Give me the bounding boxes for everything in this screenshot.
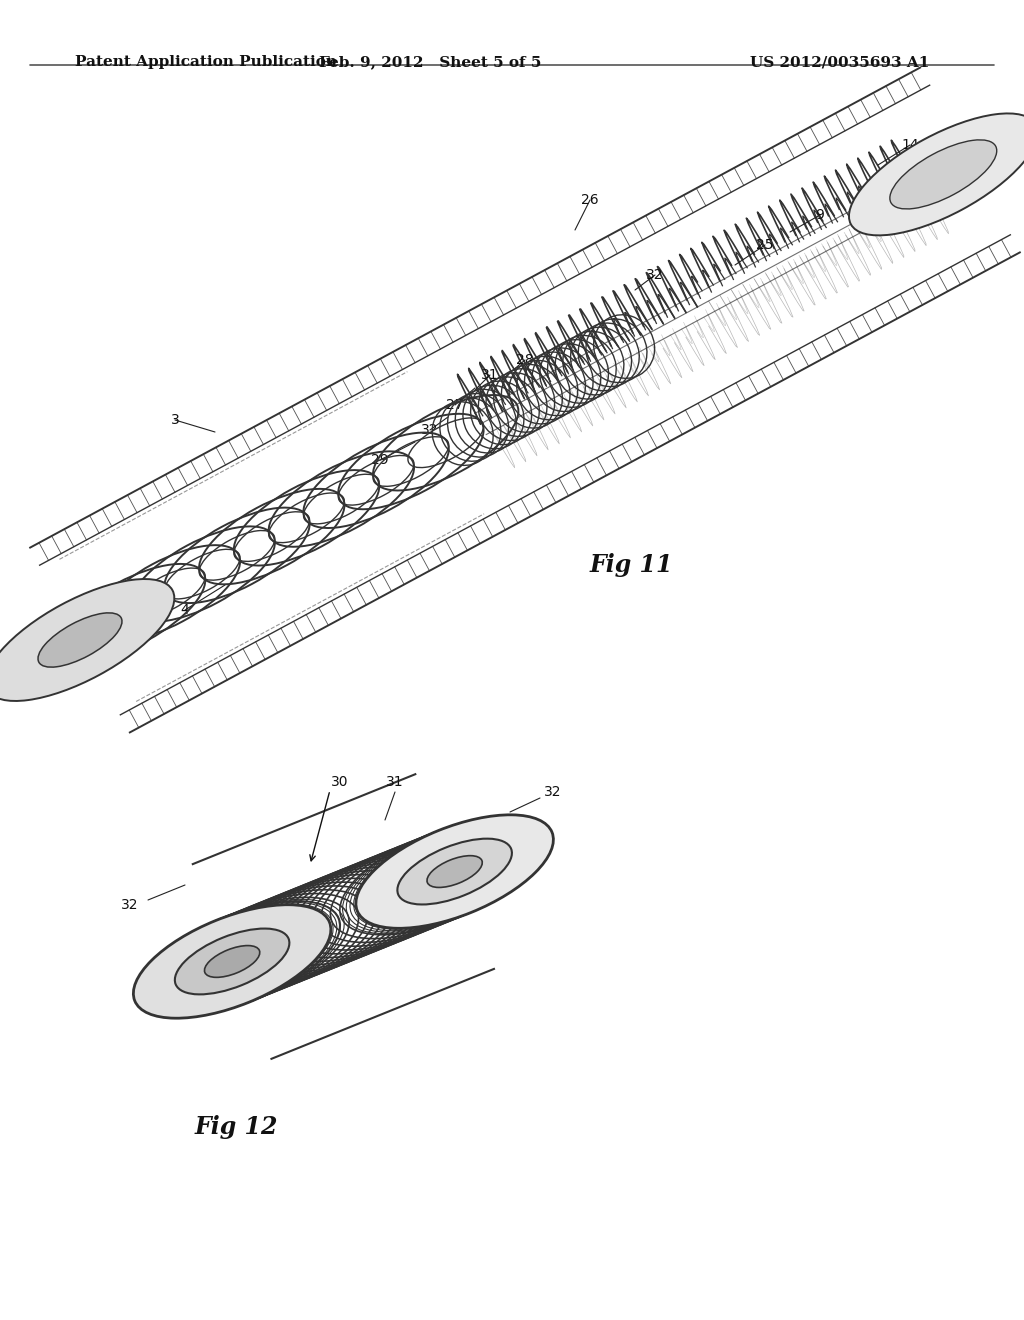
Ellipse shape	[427, 855, 482, 887]
Text: 32: 32	[646, 268, 664, 282]
Text: 14: 14	[901, 139, 919, 152]
Text: 32: 32	[121, 898, 138, 912]
Ellipse shape	[356, 814, 553, 928]
Ellipse shape	[890, 140, 996, 209]
Ellipse shape	[38, 612, 122, 667]
Ellipse shape	[175, 928, 290, 994]
Text: 26: 26	[582, 193, 599, 207]
Text: 29: 29	[371, 453, 389, 467]
Text: US 2012/0035693 A1: US 2012/0035693 A1	[751, 55, 930, 69]
Text: 25: 25	[757, 238, 774, 252]
Text: Patent Application Publication: Patent Application Publication	[75, 55, 337, 69]
Text: 32: 32	[421, 422, 438, 437]
Text: 32: 32	[544, 785, 562, 799]
Text: Fig 12: Fig 12	[195, 1115, 279, 1139]
Ellipse shape	[205, 945, 260, 977]
Ellipse shape	[849, 114, 1024, 235]
Text: 28: 28	[516, 352, 534, 367]
Text: 3: 3	[171, 413, 179, 426]
Ellipse shape	[0, 579, 174, 701]
Text: 31: 31	[481, 368, 499, 381]
Text: 31: 31	[386, 775, 403, 789]
Text: 9: 9	[815, 209, 824, 222]
Text: 27: 27	[446, 399, 464, 412]
Text: Feb. 9, 2012   Sheet 5 of 5: Feb. 9, 2012 Sheet 5 of 5	[318, 55, 542, 69]
Text: 30: 30	[331, 775, 349, 789]
Text: 4: 4	[180, 603, 189, 616]
Ellipse shape	[397, 838, 512, 904]
Text: Fig 11: Fig 11	[590, 553, 674, 577]
Ellipse shape	[133, 904, 331, 1018]
